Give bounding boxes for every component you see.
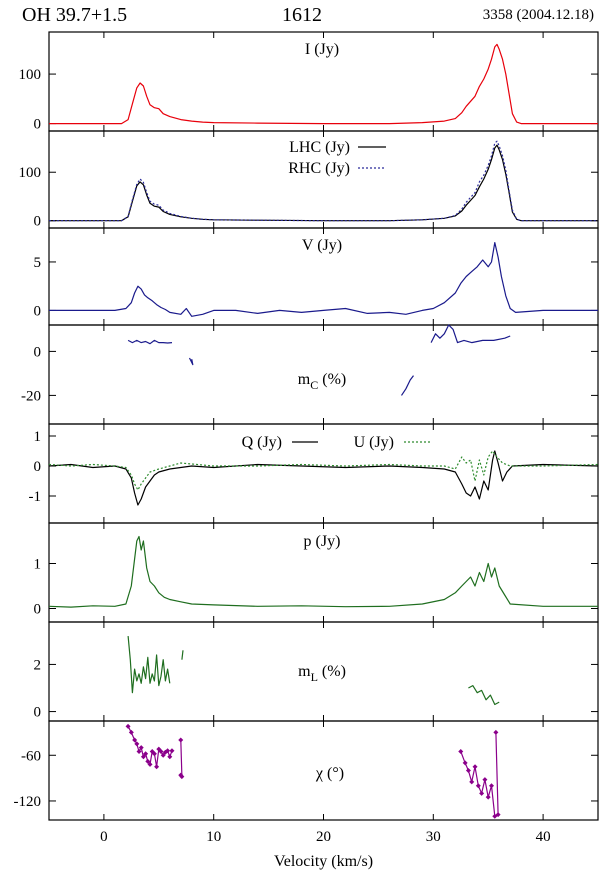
y-tick-label: -1: [29, 489, 42, 505]
panel-label: p (Jy): [304, 533, 341, 550]
series-line-QU: [48, 450, 599, 506]
series-line-chi: [180, 739, 183, 778]
series-line-mL: [181, 650, 184, 660]
x-axis-label: Velocity (km/s): [274, 853, 373, 870]
data-point: [167, 754, 173, 760]
source-id: 1612: [282, 4, 322, 26]
panel-p: 0 1 p (Jy): [34, 522, 599, 623]
data-point: [485, 794, 491, 800]
data-point: [495, 812, 501, 818]
y-tick-label: 0: [34, 705, 42, 721]
legend-q-label: Q (Jy): [242, 434, 282, 451]
source-name: OH 39.7+1.5: [22, 4, 128, 26]
x-tick-label: 0: [100, 829, 108, 845]
panel-chi: -60 -120 χ (°): [14, 720, 599, 821]
panel-label: V (Jy): [302, 237, 342, 254]
panel-I: 0 100 I (Jy): [19, 31, 599, 133]
panel-LHC_RHC: 0 100: [19, 130, 599, 230]
legend-u-label: U (Jy): [354, 434, 394, 451]
data-point: [178, 737, 184, 743]
y-tick-label: 0: [34, 459, 42, 475]
data-point: [145, 758, 151, 764]
observation-info: 3358 (2004.12.18): [482, 7, 594, 23]
data-point: [160, 752, 166, 758]
data-point: [469, 779, 475, 785]
series-line-mL: [127, 636, 171, 694]
y-tick-label: 0: [34, 344, 42, 360]
data-point: [143, 751, 149, 757]
x-tick-label: 30: [426, 829, 441, 845]
data-point: [475, 783, 481, 789]
y-tick-label: -60: [21, 748, 41, 764]
series-line-mL: [468, 684, 500, 706]
series-line-chi: [127, 726, 173, 768]
series-line-mC: [401, 375, 414, 396]
panel-mL: 0 2 mL (%): [34, 621, 599, 722]
data-point: [138, 745, 144, 751]
data-point: [493, 729, 499, 735]
x-tick-label: 20: [316, 829, 331, 845]
series-line-QU: [48, 450, 599, 491]
series-line-mC: [188, 357, 194, 366]
panel-label: I (Jy): [305, 41, 339, 58]
data-point: [169, 748, 175, 754]
data-point: [136, 748, 142, 754]
panel-V: 0 5 V (Jy): [34, 227, 599, 326]
series-line-LHC_RHC: [49, 140, 598, 222]
y-tick-label: -20: [21, 388, 41, 404]
x-tick-label: 10: [206, 829, 221, 845]
data-point: [158, 748, 164, 754]
y-tick-label: 0: [34, 214, 42, 230]
panel-label: mC (%): [298, 371, 346, 392]
data-point: [165, 748, 171, 754]
data-point: [151, 751, 157, 757]
y-tick-label: 100: [19, 67, 42, 83]
y-tick-label: -120: [14, 794, 42, 810]
data-point: [479, 790, 485, 796]
y-tick-label: 1: [34, 429, 42, 445]
data-point: [154, 764, 160, 770]
data-point: [472, 764, 478, 770]
panel-mC: 0 -20 mC (%): [21, 324, 599, 425]
data-point: [488, 783, 494, 789]
data-point: [465, 768, 471, 773]
x-tick-label: 40: [536, 829, 551, 845]
y-tick-label: 100: [19, 165, 42, 181]
series-line-mC: [430, 324, 511, 344]
panel-frame: [48, 423, 599, 524]
series-line-p: [48, 535, 598, 608]
data-point: [462, 760, 468, 766]
data-point: [458, 748, 464, 754]
data-point: [147, 761, 153, 767]
panel-QU: 1 0 -1: [29, 423, 599, 524]
y-tick-label: 0: [34, 602, 42, 618]
legend-lhc-label: LHC (Jy): [289, 139, 350, 156]
series-line-V: [49, 242, 598, 317]
series-line-chi: [460, 732, 499, 817]
y-tick-label: 5: [34, 255, 42, 271]
data-point: [132, 737, 138, 743]
y-tick-label: 2: [34, 657, 42, 673]
data-point: [178, 772, 184, 778]
data-point: [140, 754, 146, 760]
y-tick-label: 0: [34, 117, 42, 133]
panel-label: mL (%): [298, 663, 346, 684]
series-line-LHC_RHC: [49, 144, 598, 222]
y-tick-label: 0: [34, 303, 42, 319]
data-point: [125, 723, 131, 729]
y-tick-label: 1: [34, 557, 42, 573]
series-line-mC: [127, 339, 173, 345]
series-line-I: [49, 43, 598, 125]
data-point: [482, 777, 488, 783]
data-point: [128, 729, 134, 735]
legend-rhc-label: RHC (Jy): [288, 160, 350, 177]
data-point: [134, 741, 140, 747]
panel-label: χ (°): [315, 765, 344, 782]
